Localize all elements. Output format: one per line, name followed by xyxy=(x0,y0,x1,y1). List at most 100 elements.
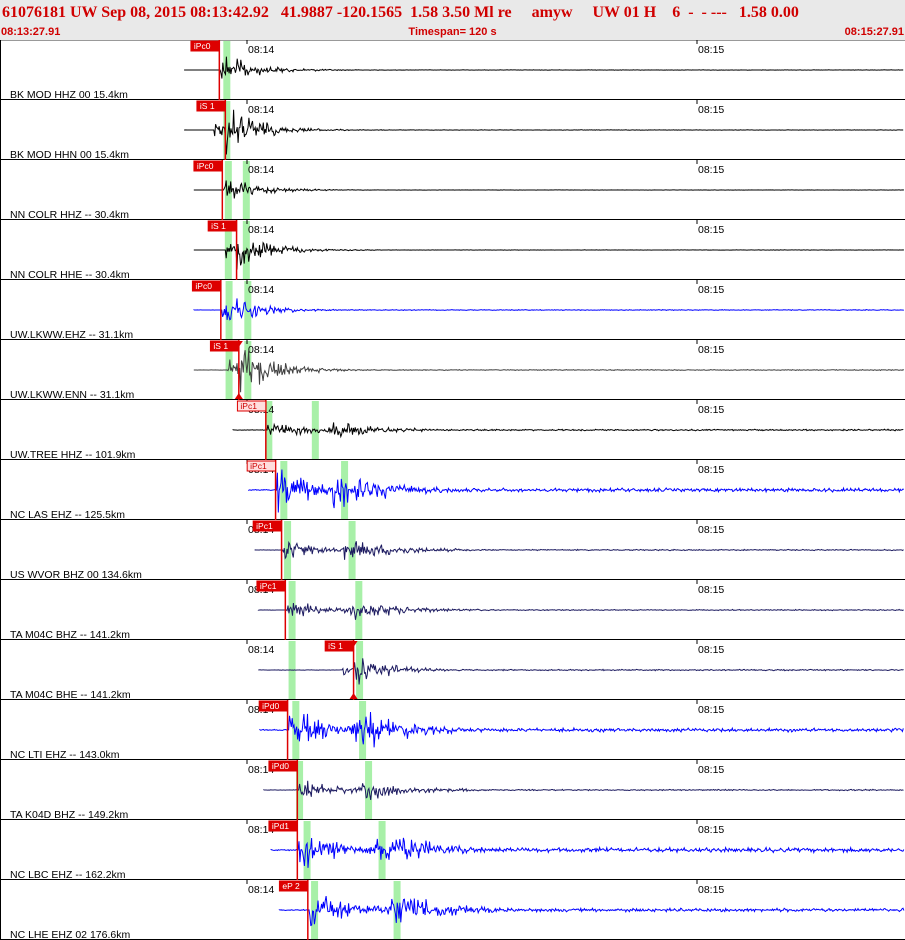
minute-label: 08:14 xyxy=(248,164,274,176)
pick-label: iPd0 xyxy=(272,761,289,771)
phase-band xyxy=(244,341,252,399)
trace-panel[interactable]: 08:14 08:15 UW.LKWW.ENN -- 31.1km iS 1 xyxy=(0,340,905,401)
minute-label: 08:15 xyxy=(698,584,724,596)
station-label: BK MOD HHZ 00 15.4km xyxy=(10,89,128,101)
minute-label: 08:15 xyxy=(698,884,724,896)
pick-tag[interactable] xyxy=(268,760,298,772)
minute-label: 08:15 xyxy=(698,224,724,236)
pick-tag[interactable] xyxy=(246,460,277,472)
phase-band xyxy=(356,641,364,699)
waveform-trace xyxy=(193,180,904,199)
trace-panel[interactable]: 08:14 08:15 BK MOD HHN 00 15.4km iS 1 xyxy=(0,100,905,161)
pick-tag[interactable] xyxy=(252,520,283,532)
trace-panel[interactable]: 08:14 08:15 TA M04C BHE -- 141.2km iS 1 xyxy=(0,640,905,701)
station-label: UW.LKWW.ENN -- 31.1km xyxy=(10,389,135,401)
minute-label: 08:15 xyxy=(698,344,724,356)
minute-label: 08:14 xyxy=(248,44,274,56)
pick-label: iS 1 xyxy=(328,641,343,651)
minute-label: 08:14 xyxy=(248,284,274,296)
pick-tag[interactable] xyxy=(190,40,220,52)
minute-label: 08:15 xyxy=(698,704,724,716)
minute-label: 08:15 xyxy=(698,404,724,416)
event-title: 61076181 UW Sep 08, 2015 08:13:42.92 41.… xyxy=(2,4,799,21)
waveform-trace xyxy=(278,896,905,927)
timespan-label: Timespan= 120 s xyxy=(408,26,497,38)
waveform-trace xyxy=(193,298,904,321)
pick-label: iS 1 xyxy=(213,341,228,351)
trace-panel[interactable]: 08:14 08:15 NN COLR HHE -- 30.4km iS 1 xyxy=(0,220,905,281)
waveform-trace xyxy=(258,658,904,685)
window-start-time: 08:13:27.91 xyxy=(1,26,61,38)
trace-panel[interactable]: 08:14 08:15 TA K04D BHZ -- 149.2km iPd0 xyxy=(0,760,905,821)
pick-tag[interactable] xyxy=(256,580,286,592)
station-label: NC LTI EHZ -- 143.0km xyxy=(10,749,120,761)
phase-band xyxy=(244,281,252,339)
pick-label: iS 1 xyxy=(211,221,226,231)
pick-label: iPc0 xyxy=(195,281,212,291)
pick-tag[interactable] xyxy=(236,400,267,412)
station-label: TA M04C BHE -- 141.2km xyxy=(10,689,131,701)
phase-band xyxy=(225,341,233,399)
minute-label: 08:14 xyxy=(248,884,274,896)
waveform-trace xyxy=(263,780,904,800)
pick-tag[interactable] xyxy=(193,160,223,172)
station-label: UW.TREE HHZ -- 101.9km xyxy=(10,449,136,461)
trace-panel[interactable]: 08:14 08:15 NC LBC EHZ -- 162.2km iPd1 xyxy=(0,820,905,881)
pick-tag[interactable] xyxy=(258,700,289,712)
phase-band xyxy=(223,101,231,159)
phase-band xyxy=(225,281,233,339)
header-bar: 61076181 UW Sep 08, 2015 08:13:42.92 41.… xyxy=(0,0,905,41)
pick-tag[interactable] xyxy=(278,880,309,892)
minute-label: 08:14 xyxy=(248,824,274,836)
pick-label: iPc0 xyxy=(197,161,214,171)
trace-panel[interactable]: 08:14 08:15 UW.LKWW.EHZ -- 31.1km iPc0 xyxy=(0,280,905,341)
minute-label: 08:15 xyxy=(698,824,724,836)
minute-label: 08:15 xyxy=(698,104,724,116)
minute-label: 08:14 xyxy=(248,224,274,236)
minute-label: 08:15 xyxy=(698,464,724,476)
trace-panel[interactable]: 08:14 08:15 NN COLR HHZ -- 30.4km iPc0 xyxy=(0,160,905,221)
minute-label: 08:15 xyxy=(698,284,724,296)
pick-label: iPd1 xyxy=(272,821,289,831)
waveform-trace xyxy=(248,469,904,513)
amp-marker-bottom xyxy=(349,693,358,699)
trace-panel[interactable]: 08:14 08:15 BK MOD HHZ 00 15.4km iPc0 xyxy=(0,40,905,101)
minute-label: 08:15 xyxy=(698,524,724,536)
waveform-trace xyxy=(259,711,904,748)
pick-tag[interactable] xyxy=(196,100,226,112)
waveform-trace xyxy=(193,350,905,393)
pick-tag[interactable] xyxy=(191,280,222,292)
waveform-trace xyxy=(257,602,904,620)
station-label: NC LHE EHZ 02 176.6km xyxy=(10,929,130,940)
amp-marker-top xyxy=(349,641,358,647)
pick-tag[interactable] xyxy=(207,220,238,232)
minute-label: 08:15 xyxy=(698,164,724,176)
station-label: TA K04D BHZ -- 149.2km xyxy=(10,809,129,821)
minute-label: 08:14 xyxy=(248,644,274,656)
station-label: UW.LKWW.EHZ -- 31.1km xyxy=(10,329,133,341)
station-label: NC LAS EHZ -- 125.5km xyxy=(10,509,125,521)
pick-label: iPc1 xyxy=(240,401,257,411)
phase-band xyxy=(296,761,304,819)
minute-label: 08:14 xyxy=(248,104,274,116)
minute-label: 08:15 xyxy=(698,44,724,56)
seismogram-panels[interactable]: 08:14 08:15 BK MOD HHZ 00 15.4km iPc0 08:14 0… xyxy=(0,40,905,940)
station-label: TA M04C BHZ -- 141.2km xyxy=(10,629,130,641)
trace-panel[interactable]: 08:14 08:15 NC LHE EHZ 02 176.6km eP 2 xyxy=(0,880,905,940)
minute-label: 08:14 xyxy=(248,344,274,356)
phase-band xyxy=(311,881,319,939)
pick-label: iPc1 xyxy=(260,581,277,591)
window-end-time: 08:15:27.91 xyxy=(844,26,904,38)
amp-marker-bottom xyxy=(234,393,243,399)
waveform-trace xyxy=(270,837,905,868)
station-label: NC LBC EHZ -- 162.2km xyxy=(10,869,126,881)
waveform-trace xyxy=(232,422,904,439)
pick-label: iPc0 xyxy=(194,41,211,51)
pick-tag[interactable] xyxy=(268,820,298,832)
